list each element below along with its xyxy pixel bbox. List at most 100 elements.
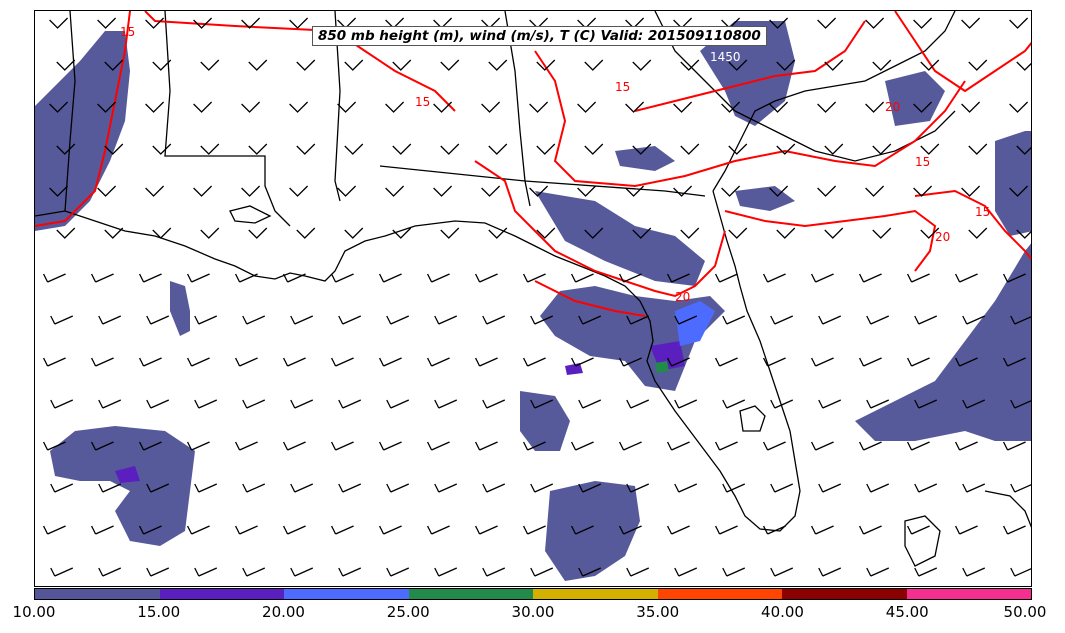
wind-barbs [42,17,1031,577]
fill-region-small-2 [735,186,795,211]
wind-barb [530,567,554,577]
contour-label: 1450 [710,50,741,64]
wind-barb [674,567,698,577]
wind-barb [488,227,508,239]
wind-barb [193,17,213,29]
wind-barb [49,17,69,29]
wind-barb [97,185,117,197]
wind-barb [536,59,556,71]
wind-barb [1002,357,1026,367]
wind-barb [474,441,498,451]
wind-barb [762,357,786,367]
wind-barb [474,357,498,367]
wind-barb [530,483,554,493]
wind-barb [570,441,594,451]
wind-barb [536,227,556,239]
wind-barb [618,441,642,451]
wind-barb [378,273,402,283]
fill-region-fl-panhandle [535,191,705,286]
wind-barb [242,483,266,493]
wind-barb [194,315,218,325]
wind-barb [282,525,306,535]
wind-barb [954,525,978,535]
wind-barb [186,441,210,451]
wind-barb [98,399,122,409]
wind-barb [625,101,645,113]
wind-barb [673,101,693,113]
wind-barb [90,441,114,451]
wind-barb [200,59,220,71]
wind-barb [152,143,172,155]
wind-barb [626,483,650,493]
wind-barb [386,399,410,409]
wind-barb [625,185,645,197]
wind-barb [858,357,882,367]
wind-barb [434,483,458,493]
fill-purple-2 [115,466,140,483]
wind-barb [296,227,316,239]
wind-barb [242,315,266,325]
wind-barb [289,101,309,113]
contour-label: 15 [415,95,430,109]
wind-barb [1010,483,1031,493]
fill-region-texas [35,31,130,231]
wind-barb [906,441,930,451]
wind-barb [385,185,405,197]
wind-barb [426,525,450,535]
wind-barb [42,441,66,451]
wind-barb [626,315,650,325]
wind-barb [728,227,748,239]
colorbar-tick: 50.00 [1003,603,1047,621]
colorbar-segment [906,589,1031,599]
wind-barb [392,143,412,155]
wind-barb [529,101,549,113]
wind-barb [872,59,892,71]
colorbar-segment [159,589,284,599]
wind-barb [1002,441,1026,451]
wind-barb [248,143,268,155]
wind-barb [296,143,316,155]
fill-region-gulf-central [520,391,570,451]
wind-barb [440,143,460,155]
contour-label: 15 [915,155,930,169]
fill-purple-3 [565,363,583,375]
wind-barb [968,59,988,71]
wind-barb [722,567,746,577]
wind-speed-high-patches [115,301,715,483]
colorbar-tick: 20.00 [262,603,305,621]
wind-barb [914,315,938,325]
temp-contour-15-west [35,11,131,227]
wind-barb [146,567,170,577]
wind-barb [194,483,218,493]
gulf-coastline [35,190,801,532]
wind-barb [194,567,218,577]
wind-barb [385,101,405,113]
wind-barb [810,441,834,451]
lake-okeechobee [739,405,766,432]
wind-barb [810,525,834,535]
wind-barb [578,399,602,409]
wind-barb [290,567,314,577]
wind-barb [98,567,122,577]
wind-barb [330,525,354,535]
wind-barb [810,357,834,367]
wind-barb [433,101,453,113]
wind-barb [234,441,258,451]
fill-blue-1 [675,301,715,346]
wind-barb [282,441,306,451]
wind-barb [818,315,842,325]
wind-barb [721,101,741,113]
wind-barb [920,143,940,155]
wind-barb [810,273,834,283]
temp-contour-15-ne [914,189,1031,261]
wind-barb [906,357,930,367]
wind-barb [193,185,213,197]
wind-barb [865,101,885,113]
wind-barb [674,483,698,493]
colorbar-tick: 25.00 [386,603,430,621]
colorbar-tick: 30.00 [511,603,555,621]
wind-barb [913,185,933,197]
wind-barb [865,17,885,29]
wind-barb [866,315,890,325]
bahamas [904,515,941,567]
